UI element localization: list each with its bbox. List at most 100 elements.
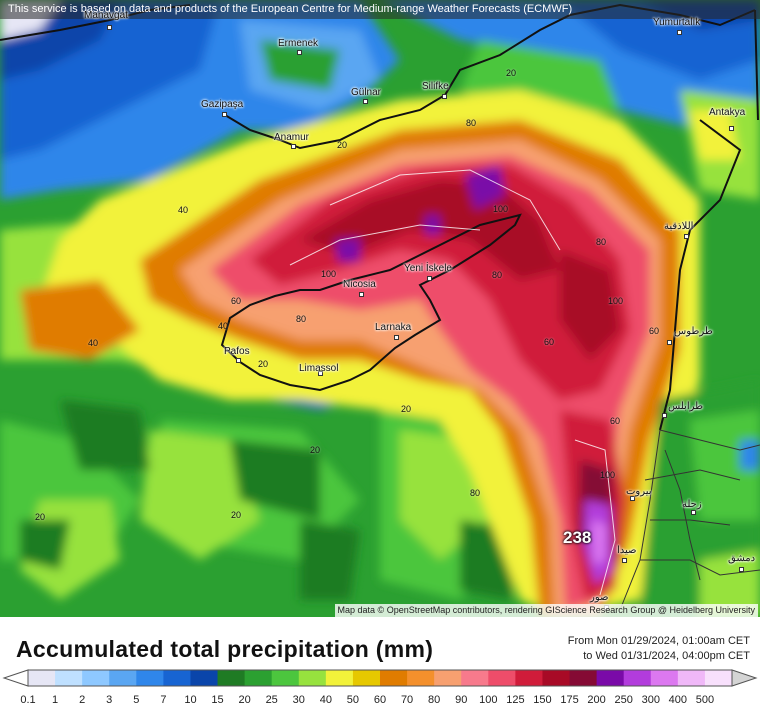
legend-tick-label: 0.1 — [20, 694, 35, 706]
contour-label: 20 — [401, 404, 412, 414]
legend-tick-label: 15 — [211, 694, 223, 706]
city-marker — [667, 340, 672, 345]
legend-tick-label: 20 — [238, 694, 250, 706]
city-marker — [662, 413, 667, 418]
legend-tick-label: 200 — [587, 694, 605, 706]
city-label-tartus: طرطوس — [674, 326, 713, 337]
legend-tick-label: 40 — [320, 694, 332, 706]
city-marker — [318, 371, 323, 376]
legend-tick-label: 10 — [184, 694, 196, 706]
ecmwf-notice: This service is based on data and produc… — [0, 0, 760, 19]
city-label-tyre: صور — [590, 592, 609, 603]
legend-tick-label: 2 — [79, 694, 85, 706]
city-marker — [291, 144, 296, 149]
city-marker — [442, 94, 447, 99]
legend-swatch — [55, 670, 83, 686]
contour-label: 20 — [310, 445, 321, 455]
contour-label: 60 — [231, 296, 242, 306]
legend-tick-label: 175 — [560, 694, 578, 706]
legend-swatch — [380, 670, 408, 686]
contour-label: 80 — [470, 488, 481, 498]
city-marker — [677, 30, 682, 35]
city-label-tripoli: طرابلس — [668, 401, 704, 412]
contour-label: 100 — [321, 269, 337, 279]
precipitation-field — [0, 0, 760, 617]
contour-label: 40 — [88, 338, 99, 348]
city-label-yeni-iskele: Yeni İskele — [404, 263, 452, 274]
city-marker — [222, 112, 227, 117]
city-label-sidon: صيدا — [617, 545, 637, 556]
contour-label: 80 — [492, 270, 503, 280]
legend-swatch — [434, 670, 462, 686]
legend-swatch — [217, 670, 246, 686]
contour-label: 100 — [600, 470, 616, 480]
contour-label: 100 — [608, 296, 624, 306]
city-label-larnaka: Larnaka — [375, 322, 412, 333]
city-label-gulnar: Gülnar — [351, 87, 382, 98]
legend-tick-label: 50 — [347, 694, 359, 706]
contour-label: 20 — [231, 510, 242, 520]
legend-swatch — [28, 670, 56, 686]
city-label-yumurtalik: Yumurtalık — [653, 17, 701, 28]
legend-swatch — [244, 670, 273, 686]
city-marker — [630, 496, 635, 501]
city-label-ermenek: Ermenek — [278, 38, 319, 49]
city-label-zahle: زحلة — [682, 499, 702, 510]
legend-over-arrow — [731, 669, 758, 687]
chart-title: Accumulated total precipitation (mm) — [16, 636, 434, 662]
legend-outline — [27, 669, 733, 687]
contour-label: 20 — [506, 68, 517, 78]
color-legend: 0.1 1 2 3 5 7 10 15 20 25 30 40 50 60 70 80 90 100 125 150 1… — [0, 668, 760, 718]
legend-swatch — [704, 670, 733, 686]
city-marker — [729, 126, 734, 131]
legend-swatch — [623, 670, 652, 686]
city-label-silifke: Silifke — [422, 81, 449, 92]
legend-tick-label: 400 — [669, 694, 687, 706]
legend-swatch — [82, 670, 110, 686]
city-marker — [739, 567, 744, 572]
city-label-gazipasa: Gazipaşa — [201, 99, 244, 110]
legend-tick-label: 7 — [160, 694, 166, 706]
city-marker — [236, 358, 241, 363]
city-marker — [691, 510, 696, 515]
city-label-nicosia: Nicosia — [343, 279, 376, 290]
legend-swatch — [569, 670, 598, 686]
legend-tick-label: 60 — [374, 694, 386, 706]
legend-tick-label: 30 — [293, 694, 305, 706]
legend-swatch — [461, 670, 489, 686]
contour-label: 60 — [649, 326, 660, 336]
contour-label: 100 — [493, 204, 509, 214]
legend-tick-label: 70 — [401, 694, 413, 706]
city-label-anamur: Anamur — [274, 132, 310, 143]
contour-label: 80 — [596, 237, 607, 247]
city-marker — [363, 99, 368, 104]
contour-label: 80 — [296, 314, 307, 324]
city-label-manavgat: Manavgat — [84, 10, 128, 21]
max-precipitation-value: 238 — [563, 528, 592, 547]
legend-swatch — [515, 670, 543, 686]
city-label-antakya: Antakya — [709, 107, 746, 118]
legend-swatch — [677, 670, 706, 686]
city-marker — [427, 276, 432, 281]
city-label-latakia: اللاذقية — [664, 221, 694, 232]
period-to: to Wed 01/31/2024, 04:00pm CET — [583, 650, 750, 662]
legend-swatch — [407, 670, 435, 686]
legend-swatch — [542, 670, 571, 686]
legend-tick-label: 80 — [428, 694, 440, 706]
city-marker — [359, 292, 364, 297]
precipitation-map[interactable]: This service is based on data and produc… — [0, 0, 760, 617]
legend-under-arrow — [2, 669, 29, 687]
map-attribution[interactable]: Map data © OpenStreetMap contributors, r… — [334, 604, 758, 617]
contour-lines — [289, 169, 616, 596]
city-marker — [684, 234, 689, 239]
legend-swatch — [352, 670, 381, 686]
city-marker — [622, 558, 627, 563]
contour-label: 20 — [337, 140, 348, 150]
legend-scale: 0.1 1 2 3 5 7 10 15 20 25 30 40 50 60 70 80 90 100 125 150 1… — [2, 669, 758, 706]
legend-swatch — [271, 670, 300, 686]
legend-tick-label: 250 — [615, 694, 633, 706]
city-label-beirut: بيروت — [626, 486, 652, 497]
legend-tick-label: 90 — [455, 694, 467, 706]
legend-tick-label: 1 — [52, 694, 58, 706]
contour-label: 20 — [35, 512, 46, 522]
